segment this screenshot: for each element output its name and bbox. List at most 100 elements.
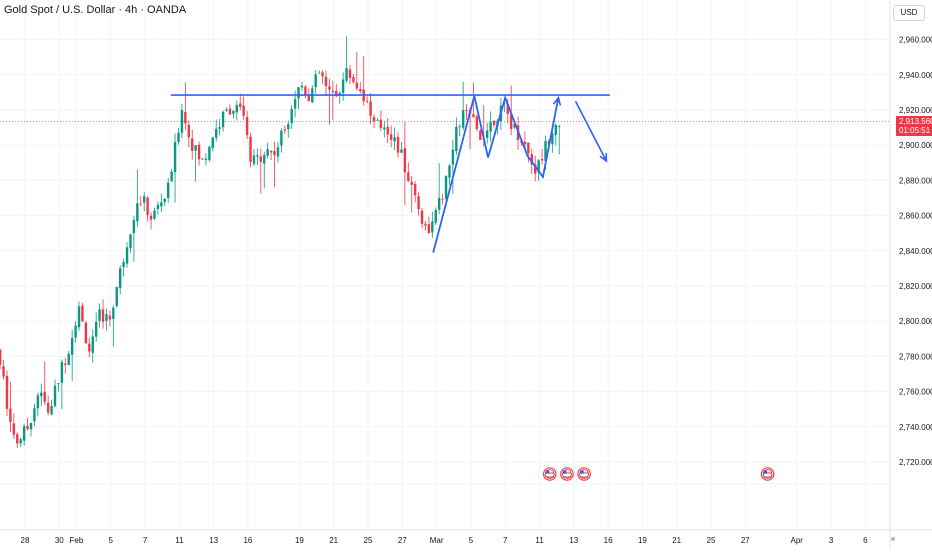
candle-body <box>534 164 537 174</box>
candle-body <box>177 133 180 143</box>
candle-body <box>160 202 163 207</box>
candle-body <box>396 136 400 153</box>
x-tick-label: 27 <box>398 536 407 545</box>
candle-body <box>225 109 228 111</box>
candle-body <box>60 361 64 383</box>
candle-body <box>9 408 12 423</box>
y-tick-label: 2,820.000 <box>899 282 932 291</box>
candle-body <box>434 209 437 223</box>
candle-body <box>43 391 46 402</box>
flag-stripe <box>763 476 772 478</box>
candle-body <box>132 220 136 233</box>
us-flag-icon[interactable] <box>542 467 557 481</box>
gear-icon[interactable] <box>887 535 899 543</box>
candle-body <box>341 79 345 94</box>
y-tick-label: 2,880.000 <box>899 176 932 185</box>
x-tick-label: 25 <box>364 536 373 545</box>
candle-body <box>314 74 317 88</box>
candle-body <box>383 127 386 130</box>
candle-body <box>67 353 70 365</box>
candle-body <box>551 133 554 144</box>
candle-body <box>26 425 29 430</box>
event-markers[interactable] <box>542 467 775 481</box>
x-tick-label: 16 <box>604 536 613 545</box>
candle-body <box>221 111 225 128</box>
candle-body <box>46 402 50 413</box>
us-flag-icon[interactable] <box>760 467 775 481</box>
candle-body <box>249 136 252 162</box>
candle-body <box>263 154 266 164</box>
candle-body <box>458 126 461 128</box>
candle-body <box>187 124 190 138</box>
candle-body <box>352 77 355 83</box>
candle-body <box>393 137 396 142</box>
candle-body <box>156 205 160 209</box>
candle-body <box>194 145 197 151</box>
candle-body <box>283 129 287 131</box>
candle-body <box>273 150 276 156</box>
candle-body <box>108 315 112 320</box>
candle-body <box>84 322 88 344</box>
candle-body <box>444 176 448 199</box>
candle-body <box>19 439 22 444</box>
grid <box>0 0 890 530</box>
y-tick-label: 2,800.000 <box>899 317 932 326</box>
candle-body <box>16 434 19 444</box>
flag-stripe <box>763 470 772 472</box>
candle-body <box>173 142 177 173</box>
candle-body <box>256 155 259 157</box>
candle-body <box>122 262 125 268</box>
candle-body <box>335 90 338 97</box>
candle-body <box>5 375 9 409</box>
candle-body <box>489 121 492 132</box>
candle-body <box>297 87 300 99</box>
flag-stripe <box>545 474 554 476</box>
flag-stripe <box>580 474 589 476</box>
flag-canton <box>580 470 584 474</box>
candle-body <box>472 114 475 118</box>
y-tick-label: 2,780.000 <box>899 352 932 361</box>
candle-body <box>235 105 239 113</box>
currency-unit-button[interactable]: USD <box>893 5 925 21</box>
candle-body <box>431 221 434 233</box>
us-flag-icon[interactable] <box>577 467 591 481</box>
candle-body <box>2 366 5 377</box>
candle-body <box>410 181 413 185</box>
flag-border <box>544 469 555 479</box>
flag-stripe <box>545 472 554 474</box>
x-tick-label: 3 <box>829 536 834 545</box>
last-price-value: 2,913.560 <box>899 117 932 126</box>
candle-body <box>527 142 530 153</box>
candle-body <box>180 110 184 133</box>
candle-body <box>33 408 36 422</box>
candle-body <box>540 158 544 161</box>
candle-body <box>167 182 170 199</box>
candle-body <box>345 68 348 81</box>
candle-body <box>413 183 417 196</box>
candle-body <box>359 88 362 92</box>
candle-body <box>510 114 513 129</box>
drawings[interactable] <box>170 94 610 253</box>
candle-body <box>22 426 26 441</box>
flag-border <box>762 469 773 479</box>
candle-body <box>280 130 283 146</box>
candle-body <box>417 196 420 210</box>
candle-body <box>441 198 444 200</box>
us-flag-icon[interactable] <box>560 467 574 481</box>
flag-stripe <box>545 476 554 478</box>
candle-body <box>125 247 129 264</box>
candle-body <box>218 127 221 129</box>
candle-body <box>57 383 60 385</box>
x-tick-label: 21 <box>672 536 681 545</box>
x-tick-label: Feb <box>70 536 84 545</box>
candle-body <box>376 119 379 121</box>
candle-body <box>386 126 389 135</box>
candle-body <box>266 149 269 156</box>
candle-body <box>81 305 84 322</box>
candle-body <box>136 203 139 222</box>
candle-body <box>321 72 324 77</box>
candle-body <box>331 91 335 92</box>
candle-body <box>88 343 91 352</box>
